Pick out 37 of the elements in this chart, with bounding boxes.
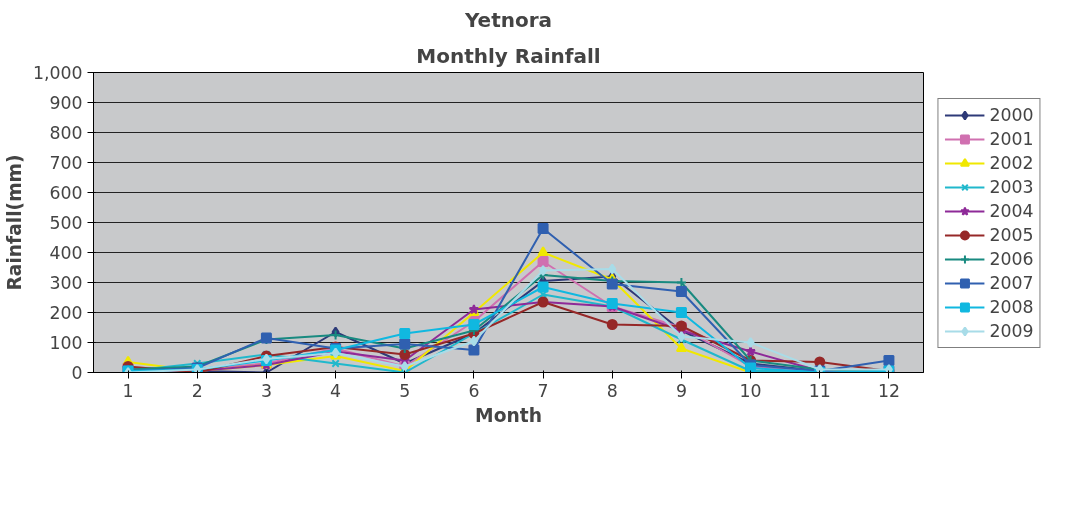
y-tick-label: 600 — [49, 183, 83, 203]
x-tick-label: 12 — [877, 380, 900, 401]
legend-label: 2004 — [989, 201, 1034, 221]
x-tick-label: 2 — [191, 380, 203, 401]
x-tick-label: 5 — [399, 380, 411, 401]
x-tick-label: 9 — [675, 380, 687, 401]
legend-label: 2003 — [989, 177, 1034, 197]
legend-label: 2002 — [989, 153, 1034, 173]
legend-label: 2000 — [989, 105, 1034, 125]
x-tick-label: 8 — [606, 380, 618, 401]
legend-label: 2001 — [989, 129, 1034, 149]
y-tick-label: 0 — [71, 363, 83, 383]
y-tick-label: 200 — [49, 303, 83, 323]
y-tick-label: 1,000 — [32, 63, 83, 83]
y-axis-title: Rainfall(mm) — [3, 154, 25, 291]
x-tick-label: 10 — [739, 380, 762, 401]
chart-title: Yetnora — [463, 7, 553, 32]
y-tick-label: 100 — [49, 333, 83, 353]
x-axis-title: Month — [475, 404, 542, 426]
x-tick-label: 6 — [468, 380, 480, 401]
y-tick-label: 800 — [49, 123, 83, 143]
legend-label: 2007 — [989, 273, 1034, 293]
chart-subtitle: Monthly Rainfall — [416, 43, 601, 68]
x-tick-label: 4 — [330, 380, 342, 401]
legend-label: 2006 — [989, 249, 1034, 269]
legend-label: 2008 — [989, 297, 1034, 317]
legend-label: 2009 — [989, 321, 1034, 341]
y-tick-label: 300 — [49, 273, 83, 293]
y-tick-label: 500 — [49, 213, 83, 233]
y-tick-label: 400 — [49, 243, 83, 263]
y-tick-label: 700 — [49, 153, 83, 173]
x-tick-label: 1 — [122, 380, 134, 401]
x-tick-label: 11 — [808, 380, 831, 401]
x-tick-label: 7 — [537, 380, 549, 401]
legend-label: 2005 — [989, 225, 1034, 245]
y-tick-label: 900 — [49, 93, 83, 113]
x-tick-label: 3 — [260, 380, 272, 401]
